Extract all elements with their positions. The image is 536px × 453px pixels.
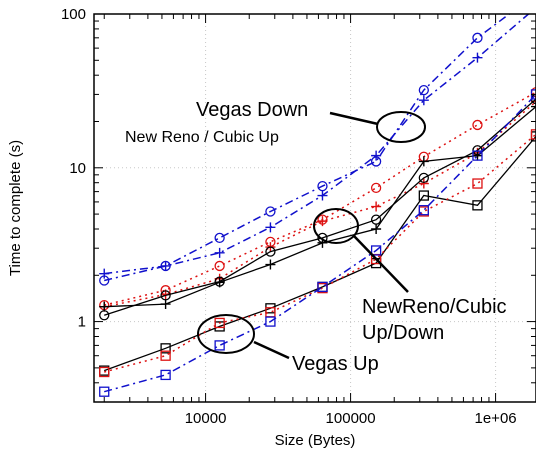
series-line — [104, 93, 536, 393]
callout-line-vegas-up — [253, 340, 290, 360]
data-point-square — [160, 369, 171, 381]
data-point-plus — [418, 178, 429, 189]
x-axis-title: Size (Bytes) — [275, 432, 356, 449]
data-point-square — [472, 150, 483, 161]
data-point-circle — [370, 182, 382, 194]
y-tick-label: 10 — [69, 160, 86, 177]
data-point-circle — [214, 232, 225, 244]
data-point-circle — [265, 246, 276, 257]
data-point-square — [472, 178, 483, 189]
x-tick-label: 100000 — [326, 410, 376, 427]
data-point-square — [99, 366, 110, 378]
data-point-circle — [418, 84, 429, 96]
data-point-square — [214, 340, 225, 351]
series-line — [103, 135, 536, 372]
data-point-plus — [265, 259, 276, 270]
data-point-square — [160, 343, 171, 354]
annotation-vegas-down: Vegas Down — [196, 99, 308, 121]
data-point-plus — [531, 3, 536, 13]
annotation-newreno-cubic-up: New Reno / Cubic Up — [125, 129, 279, 146]
data-point-plus — [99, 268, 110, 279]
data-point-square — [265, 316, 276, 327]
series-layer — [99, 3, 536, 397]
data-point-plus — [371, 201, 382, 212]
data-point-plus — [317, 216, 328, 227]
annotation-newreno-cubic-updown-line1: NewReno/Cubic — [362, 296, 507, 318]
data-point-plus — [531, 101, 536, 112]
callout-ellipse-newreno-cubic — [313, 208, 359, 244]
data-point-square — [370, 245, 382, 256]
y-tick-label: 100 — [61, 6, 86, 23]
annotation-vegas-up: Vegas Up — [292, 353, 379, 375]
ticks: 10000 100000 1e+06 1 10 100 — [61, 6, 536, 427]
data-point-circle — [265, 206, 276, 217]
annotation-newreno-cubic-updown-line2: Up/Down — [362, 322, 444, 344]
data-point-square — [530, 129, 536, 140]
data-point-plus — [214, 277, 225, 288]
data-point-plus — [160, 299, 171, 310]
data-point-square — [214, 317, 225, 329]
plot-background — [94, 14, 536, 402]
y-axis-title: Time to complete (s) — [7, 140, 24, 276]
series-line — [104, 133, 536, 373]
callout-line-newreno-cubic — [353, 235, 409, 293]
data-point-square — [418, 190, 429, 201]
data-point-plus — [371, 223, 382, 234]
series-line — [104, 14, 511, 282]
data-point-plus — [214, 247, 225, 258]
data-point-plus — [418, 95, 429, 106]
data-point-plus — [99, 301, 110, 312]
data-point-plus — [265, 222, 276, 233]
data-point-plus — [472, 52, 483, 63]
data-point-plus — [418, 156, 429, 167]
data-point-circle — [472, 32, 483, 43]
data-point-circle — [418, 172, 429, 184]
x-tick-label: 1e+06 — [475, 410, 517, 427]
data-point-square — [99, 386, 110, 397]
plot-frame — [93, 13, 536, 403]
series-blue_square — [99, 89, 536, 397]
data-point-plus — [317, 190, 328, 201]
data-point-square — [317, 281, 328, 293]
y-tick-label: 1 — [78, 314, 86, 331]
data-point-plus — [160, 260, 171, 271]
data-point-plus — [472, 150, 483, 161]
series-blue_plus — [99, 3, 536, 279]
x-tick-label: 10000 — [185, 410, 227, 427]
data-point-circle — [472, 119, 483, 131]
data-point-circle — [214, 260, 225, 272]
callout-ellipse-vegas-down — [376, 111, 426, 143]
series-black_plus — [99, 101, 536, 312]
data-point-square — [418, 205, 429, 216]
data-point-square — [472, 200, 483, 211]
callout-ellipse-vegas-up — [197, 314, 255, 354]
data-point-plus — [371, 150, 382, 161]
data-point-square — [160, 350, 171, 361]
callout-line-vegas-down — [329, 111, 379, 126]
annotations: Vegas Down New Reno / Cubic Up NewReno/C… — [125, 99, 507, 375]
